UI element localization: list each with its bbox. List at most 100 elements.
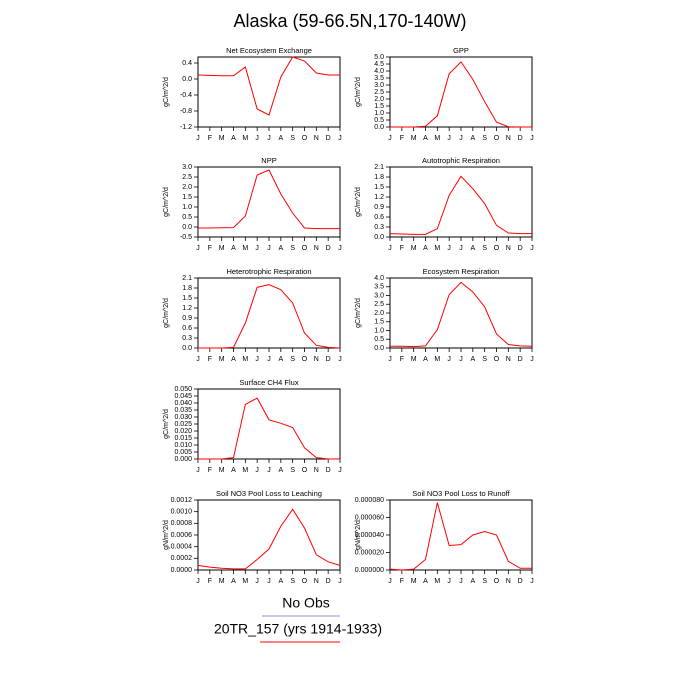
x-tick-label: O [302, 578, 308, 585]
x-tick-label: S [482, 356, 487, 363]
y-tick-label: 2.5 [374, 301, 384, 308]
x-tick-label: N [314, 356, 319, 363]
x-tick-label: J [267, 356, 271, 363]
x-tick-label: F [400, 578, 404, 585]
y-tick-label: 0.0 [182, 224, 192, 231]
x-tick-label: M [411, 356, 417, 363]
x-tick-label: J [255, 135, 259, 142]
plot-frame [197, 499, 341, 571]
y-tick-label: 0.0008 [171, 520, 193, 527]
x-tick-label: J [459, 356, 463, 363]
x-tick-label: D [518, 356, 523, 363]
x-tick-label: M [242, 356, 248, 363]
y-tick-label: 1.2 [374, 194, 384, 201]
x-tick-label: F [400, 356, 404, 363]
x-tick-label: D [518, 135, 523, 142]
y-tick-label: 3.0 [374, 82, 384, 89]
y-axis-label: gN/m^2/d [355, 520, 362, 550]
x-tick-label: A [278, 356, 283, 363]
y-axis-label: gC/m^2/d [163, 187, 170, 217]
data-line [389, 502, 532, 571]
y-tick-label: 1.0 [182, 204, 192, 211]
panel-title: Soil NO3 Pool Loss to Leaching [216, 489, 322, 498]
y-tick-label: 2.0 [374, 310, 384, 317]
y-tick-label: 0.050 [174, 386, 192, 393]
x-tick-label: F [208, 467, 212, 474]
y-axis-label: gC/m^2/d [355, 298, 362, 328]
y-tick-label: 0.000000 [355, 567, 384, 574]
y-tick-label: 0.030 [174, 414, 192, 421]
x-tick-label: A [423, 135, 428, 142]
y-tick-label: 1.0 [374, 327, 384, 334]
y-tick-label: -0.5 [180, 234, 192, 241]
y-tick-label: 0.3 [182, 335, 192, 342]
x-tick-label: D [518, 245, 523, 252]
x-tick-label: O [302, 135, 308, 142]
x-tick-label: J [196, 356, 200, 363]
x-tick-label: J [255, 356, 259, 363]
y-tick-label: 0.020 [174, 428, 192, 435]
x-tick-label: J [388, 578, 392, 585]
y-tick-label: 1.8 [182, 285, 192, 292]
panel-title: Heterotrophic Respiration [226, 267, 311, 276]
y-tick-label: 2.5 [182, 174, 192, 181]
y-tick-label: 2.0 [374, 96, 384, 103]
x-tick-label: A [423, 578, 428, 585]
plot-frame [389, 166, 533, 238]
y-tick-label: -1.2 [180, 124, 192, 131]
y-tick-label: 0.010 [174, 442, 192, 449]
x-tick-label: A [278, 135, 283, 142]
x-tick-label: A [231, 467, 236, 474]
x-tick-label: M [242, 578, 248, 585]
y-tick-label: 0.000 [174, 456, 192, 463]
x-tick-label: M [411, 135, 417, 142]
x-tick-label: M [434, 356, 440, 363]
x-tick-label: J [388, 135, 392, 142]
x-tick-label: F [208, 356, 212, 363]
y-tick-label: 3.0 [182, 164, 192, 171]
y-axis-label: gC/m^2/d [163, 298, 170, 328]
panel-title: NPP [261, 156, 276, 165]
x-tick-label: M [434, 135, 440, 142]
x-tick-label: A [278, 245, 283, 252]
panel-title: Net Ecosystem Exchange [226, 46, 312, 55]
x-tick-label: M [219, 578, 225, 585]
x-tick-label: N [506, 135, 511, 142]
y-tick-label: 0.005 [174, 449, 192, 456]
x-tick-label: A [231, 245, 236, 252]
y-tick-label: -0.8 [180, 108, 192, 115]
x-tick-label: O [494, 135, 500, 142]
x-tick-label: F [208, 578, 212, 585]
y-tick-label: -0.4 [180, 92, 192, 99]
y-tick-label: 1.2 [182, 305, 192, 312]
y-tick-label: 0.015 [174, 435, 192, 442]
y-tick-label: 0.0 [374, 124, 384, 131]
y-tick-label: 4.0 [374, 275, 384, 282]
x-tick-label: D [326, 356, 331, 363]
y-tick-label: 0.000040 [355, 532, 384, 539]
x-tick-label: J [388, 356, 392, 363]
x-tick-label: J [338, 356, 342, 363]
x-tick-label: A [470, 356, 475, 363]
y-tick-label: 0.0012 [171, 497, 193, 504]
x-tick-label: N [506, 578, 511, 585]
y-axis-label: gC/m^2/d [355, 187, 362, 217]
x-tick-label: F [208, 245, 212, 252]
x-tick-label: J [530, 135, 534, 142]
y-tick-label: 0.025 [174, 421, 192, 428]
x-tick-label: J [530, 245, 534, 252]
y-tick-label: 0.040 [174, 400, 192, 407]
y-tick-label: 0.0002 [171, 555, 193, 562]
y-tick-label: 0.000060 [355, 514, 384, 521]
y-tick-label: 0.9 [182, 315, 192, 322]
x-tick-label: M [219, 245, 225, 252]
y-tick-label: 4.0 [374, 68, 384, 75]
x-tick-label: S [290, 245, 295, 252]
x-tick-label: M [219, 467, 225, 474]
x-tick-label: O [494, 578, 500, 585]
x-tick-label: J [459, 135, 463, 142]
y-tick-label: 0.6 [374, 214, 384, 221]
y-tick-label: 0.0000 [171, 567, 193, 574]
x-tick-label: J [447, 245, 451, 252]
